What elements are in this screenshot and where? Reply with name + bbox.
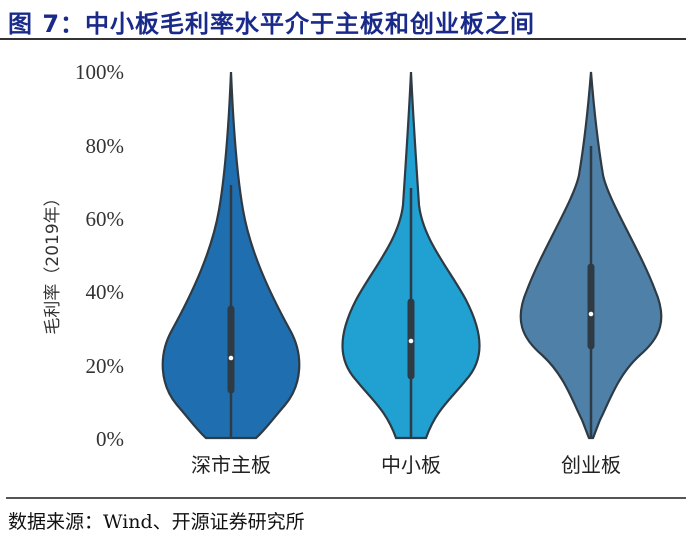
category-label: 深市主板: [191, 453, 271, 477]
y-tick: 20%: [86, 354, 125, 378]
violin-chinext-board: [519, 71, 663, 440]
y-tick: 60%: [86, 207, 125, 231]
y-tick: 80%: [86, 134, 125, 158]
figure-title: 图 7：中小板毛利率水平介于主板和创业板之间: [8, 10, 536, 38]
y-tick: 0%: [96, 427, 124, 451]
y-axis-label: 毛利率（2019年）: [43, 189, 63, 334]
title-divider: [0, 38, 686, 40]
y-tick: 40%: [86, 280, 125, 304]
violin-sme-board: [341, 71, 481, 440]
x-axis-categories: 深市主板 中小板 创业板: [191, 453, 621, 477]
category-label: 中小板: [381, 453, 441, 477]
violin-shenzhen-main: [161, 71, 301, 440]
y-tick: 100%: [75, 60, 124, 84]
y-axis-ticks: 100% 80% 60% 40% 20% 0%: [75, 60, 124, 451]
source-divider: [6, 497, 686, 499]
category-label: 创业板: [561, 453, 621, 477]
data-source: 数据来源：Wind、开源证券研究所: [8, 511, 305, 533]
